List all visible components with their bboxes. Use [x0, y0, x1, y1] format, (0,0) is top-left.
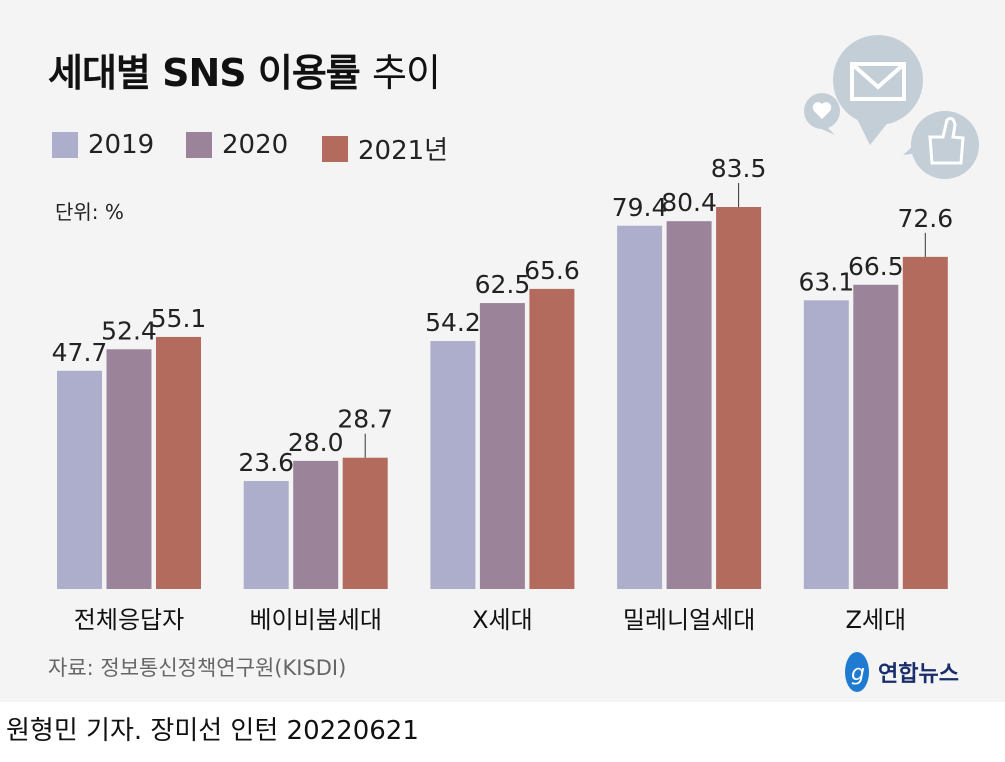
legend-label: 2019 — [88, 130, 155, 160]
category-label: Z세대 — [845, 606, 906, 634]
bar-2020-밀레니얼세대 — [666, 221, 712, 589]
bar-2020-Z세대 — [853, 284, 899, 589]
legend-swatch — [186, 132, 212, 158]
logo-icon: g — [845, 652, 869, 692]
bar-2020-베이비붐세대 — [293, 460, 339, 589]
data-label: 55.1 — [151, 304, 207, 333]
heart-bubble-icon — [804, 93, 840, 135]
envelope-bubble-icon — [833, 35, 923, 145]
bar-2020-전체응답자 — [106, 349, 152, 589]
bar-2021년-베이비붐세대 — [342, 457, 388, 589]
byline: 원형민 기자. 장미선 인턴 20220621 — [6, 716, 419, 746]
data-label: 62.5 — [475, 270, 531, 299]
category-label: 베이비붐세대 — [249, 606, 381, 634]
category-label: X세대 — [472, 606, 533, 634]
data-label: 47.7 — [52, 338, 108, 367]
legend-item-2021: 2021년 — [322, 130, 448, 167]
sns-icons — [804, 35, 979, 179]
data-label: 54.2 — [425, 308, 481, 337]
category-label: 밀레니얼세대 — [623, 606, 755, 634]
data-label: 80.4 — [661, 188, 717, 217]
data-label: 65.6 — [524, 256, 580, 285]
bar-2020-X세대 — [479, 303, 525, 589]
legend-item-2019: 2019 — [52, 130, 154, 160]
data-label: 23.6 — [238, 448, 294, 477]
legend-swatch — [322, 135, 348, 162]
data-label: 52.4 — [101, 316, 157, 345]
chart-title: 세대별 SNS 이용률 추이 — [48, 42, 441, 97]
source-note: 자료: 정보통신정책연구원(KISDI) — [48, 656, 347, 680]
bar-2021년-Z세대 — [902, 256, 948, 589]
legend-label: 2020 — [222, 130, 289, 160]
data-label: 28.0 — [288, 428, 344, 457]
bar-2019-X세대 — [430, 341, 476, 589]
data-label: 28.7 — [337, 405, 393, 434]
thumbs-up-bubble-icon — [903, 111, 979, 179]
data-label: 63.1 — [798, 267, 854, 296]
yonhap-logo: g 연합뉴스 — [840, 650, 959, 694]
bar-2021년-전체응답자 — [156, 336, 201, 589]
legend-item-2020: 2020 — [186, 130, 288, 160]
data-label: 79.4 — [612, 193, 668, 222]
data-label: 72.6 — [897, 204, 953, 233]
category-label: 전체응답자 — [74, 606, 184, 634]
bar-2019-전체응답자 — [57, 370, 102, 589]
bar-2019-베이비붐세대 — [243, 481, 289, 589]
svg-text:g: g — [851, 661, 865, 686]
bar-2021년-X세대 — [529, 288, 575, 589]
logo-text: 연합뉴스 — [878, 662, 959, 687]
legend-label: 2021년 — [358, 136, 449, 166]
bar-2021년-밀레니얼세대 — [716, 207, 762, 589]
title-light: 추이 — [372, 51, 441, 95]
data-label: 66.5 — [848, 252, 904, 281]
bar-chart: 47.752.455.1 전체응답자 23.628.028.7 베이비붐세대 54.2 6… — [52, 154, 953, 634]
unit-label: 단위: % — [55, 200, 124, 224]
bar-2019-밀레니얼세대 — [617, 225, 663, 589]
data-label: 83.5 — [711, 154, 767, 183]
title-bold: 세대별 SNS 이용률 — [48, 51, 361, 95]
legend-swatch — [52, 132, 78, 158]
bar-2019-Z세대 — [803, 300, 849, 589]
